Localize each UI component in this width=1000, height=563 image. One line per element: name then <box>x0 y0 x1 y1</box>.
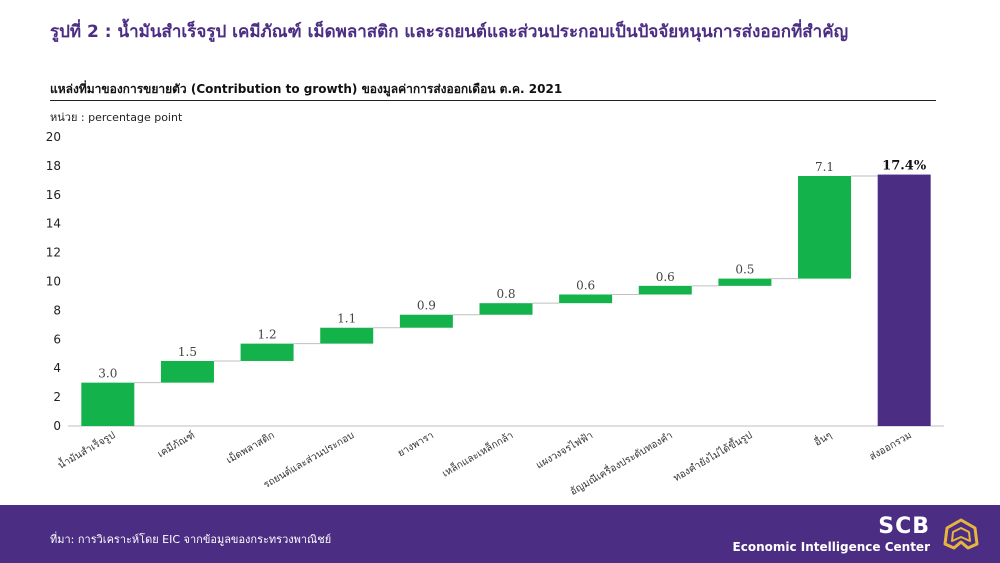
contribution-bar <box>479 303 533 315</box>
data-label: 1.2 <box>258 328 277 342</box>
x-tick-label: เคมีภัณฑ์ <box>156 429 197 460</box>
x-tick-label: อื่นๆ <box>811 427 834 448</box>
y-tick-label: 14 <box>46 217 61 231</box>
data-label: 3.0 <box>98 367 117 381</box>
footer-bar: ที่มา: การวิเคราะห์โดย EIC จากข้อมูลของก… <box>0 505 1000 563</box>
y-tick-label: 6 <box>53 332 61 346</box>
total-bar <box>877 174 931 426</box>
data-label: 17.4% <box>882 159 927 174</box>
contribution-bar <box>798 176 852 279</box>
scb-logo-icon <box>943 518 979 550</box>
source-note: ที่มา: การวิเคราะห์โดย EIC จากข้อมูลของก… <box>50 533 332 546</box>
brand-name: SCB <box>878 514 930 539</box>
unit-label: หน่วย : percentage point <box>50 111 183 124</box>
data-label: 1.1 <box>337 312 356 326</box>
data-label: 0.6 <box>576 279 595 293</box>
figure-title: รูปที่ 2 : น้ำมันสำเร็จรูป เคมีภัณฑ์ เม็… <box>50 22 849 42</box>
brand-block: SCB Economic Intelligence Center <box>733 515 930 555</box>
y-tick-label: 10 <box>46 275 61 289</box>
x-tick-label: เม็ดพลาสติก <box>223 427 276 466</box>
contribution-bar <box>160 360 214 383</box>
contribution-bar <box>718 278 772 286</box>
y-tick-label: 8 <box>53 303 61 317</box>
x-tick-label: เหล็กและเหล็กกล้า <box>439 427 515 479</box>
contribution-bar <box>240 343 294 361</box>
x-tick-label: ยางพารา <box>396 430 436 459</box>
x-tick-label: ส่งออกรวม <box>868 430 914 463</box>
y-tick-label: 4 <box>53 361 61 375</box>
x-tick-label: ทองคำยังไม่ได้ขึ้นรูป <box>670 427 754 484</box>
brand-subtitle: Economic Intelligence Center <box>732 540 930 554</box>
contribution-bar <box>399 314 453 328</box>
data-label: 0.8 <box>496 287 515 301</box>
data-label: 1.5 <box>178 345 197 359</box>
y-tick-label: 2 <box>53 390 61 404</box>
x-tick-label: น้ำมันสำเร็จรูป <box>55 427 117 471</box>
y-tick-label: 20 <box>46 130 61 144</box>
title-divider <box>50 100 936 101</box>
data-label: 0.6 <box>656 270 675 284</box>
y-tick-label: 16 <box>46 188 61 202</box>
chart-title: แหล่งที่มาของการขยายตัว (Contribution to… <box>50 82 563 96</box>
contribution-bar <box>81 382 135 426</box>
data-label: 7.1 <box>815 160 834 174</box>
waterfall-chart: 0 2 4 6 8 10 12 14 16 18 20 3.0 น้ำมันสำเร็จรูป 1.5 เค… <box>46 130 944 498</box>
y-tick-label: 12 <box>46 246 61 260</box>
contribution-bar <box>320 327 374 344</box>
y-tick-label: 0 <box>53 419 61 433</box>
y-tick-label: 18 <box>46 159 61 173</box>
contribution-bar <box>638 285 692 295</box>
data-label: 0.9 <box>417 299 436 313</box>
x-tick-label: แผงวงจรไฟฟ้า <box>534 429 595 471</box>
contribution-bar <box>559 294 613 304</box>
data-label: 0.5 <box>735 263 754 277</box>
